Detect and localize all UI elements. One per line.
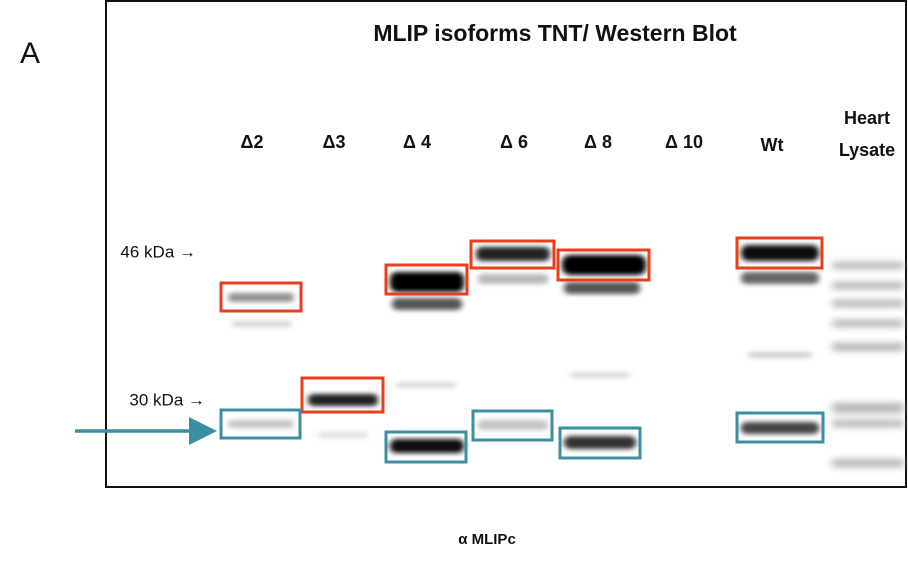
lane-label: Δ3 (323, 132, 346, 152)
lane-label: Δ2 (241, 132, 264, 152)
title: MLIP isoforms TNT/ Western Blot (373, 20, 737, 46)
panel-label: A (20, 37, 40, 70)
lane-label: Heart (844, 108, 890, 128)
marker-label: 30 kDa → (129, 390, 205, 409)
figure: A MLIP isoforms TNT/ Western Blot Δ2 Δ3 … (0, 0, 908, 557)
marker-label: 46 kDa → (120, 242, 196, 261)
antibody-label: α MLIPc (458, 531, 516, 548)
lane-label: Wt (761, 135, 784, 155)
lane-label: Lysate (839, 140, 895, 160)
lane-label: Δ 6 (500, 132, 528, 152)
lane-label: Δ 10 (665, 132, 703, 152)
lane-label: Δ 8 (584, 132, 612, 152)
lane-label: Δ 4 (403, 132, 431, 152)
